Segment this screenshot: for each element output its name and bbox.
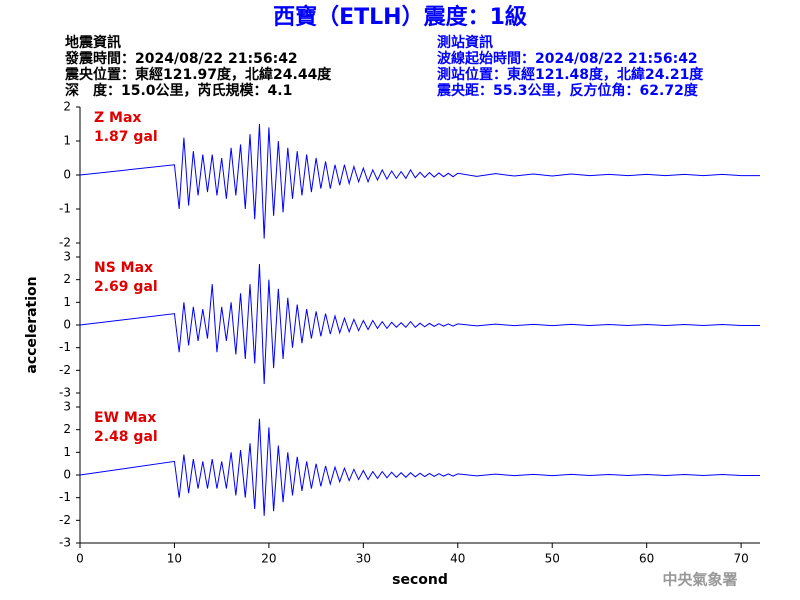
info-line: 震央位置：東經121.97度，北緯24.44度 bbox=[64, 66, 332, 83]
panel-label: NS Max bbox=[94, 260, 153, 276]
y-tick-label: 0 bbox=[63, 168, 71, 182]
panel-label: Z Max bbox=[94, 110, 141, 126]
max-label: 1.87 gal bbox=[94, 129, 158, 145]
info-line: 測站資訊 bbox=[437, 34, 493, 51]
x-tick-label: 40 bbox=[450, 552, 465, 566]
waveform bbox=[79, 418, 742, 516]
y-tick-label: 1 bbox=[63, 445, 71, 459]
x-axis-label: second bbox=[392, 572, 448, 588]
y-tick-label: 1 bbox=[63, 295, 71, 309]
info-line: 地震資訊 bbox=[65, 34, 121, 51]
y-tick-label: -3 bbox=[59, 386, 71, 400]
y-tick-label: 2 bbox=[63, 422, 71, 436]
info-line: 發震時間：2024/08/22 21:56:42 bbox=[64, 50, 298, 67]
y-tick-label: -3 bbox=[59, 536, 71, 550]
y-tick-label: 3 bbox=[63, 250, 71, 264]
info-line: 測站位置：東經121.48度，北緯24.21度 bbox=[437, 66, 704, 83]
info-line: 深 度：15.0公里，芮氏規模：4.1 bbox=[65, 82, 292, 99]
x-tick-label: 70 bbox=[733, 552, 748, 566]
x-tick-label: 10 bbox=[167, 552, 182, 566]
y-tick-label: 2 bbox=[63, 100, 71, 114]
waveform bbox=[79, 264, 742, 384]
chart-title: 西寶（ETLH）震度：1級 bbox=[273, 4, 527, 30]
footer: 中央氣象署 bbox=[662, 571, 737, 589]
y-axis-label: acceleration bbox=[24, 276, 40, 373]
y-tick-label: -1 bbox=[59, 490, 71, 504]
y-tick-label: 2 bbox=[63, 272, 71, 286]
y-tick-label: 0 bbox=[63, 468, 71, 482]
y-tick-label: -2 bbox=[59, 363, 71, 377]
max-label: 2.69 gal bbox=[94, 279, 158, 295]
y-tick-label: -1 bbox=[59, 202, 71, 216]
x-tick-label: 20 bbox=[261, 552, 276, 566]
panel-label: EW Max bbox=[94, 410, 156, 426]
y-tick-label: -2 bbox=[59, 236, 71, 250]
x-tick-label: 60 bbox=[639, 552, 654, 566]
max-label: 2.48 gal bbox=[94, 429, 158, 445]
x-tick-label: 50 bbox=[545, 552, 560, 566]
x-tick-label: 0 bbox=[76, 552, 84, 566]
y-tick-label: 3 bbox=[63, 400, 71, 414]
waveform bbox=[79, 123, 742, 239]
y-tick-label: 1 bbox=[63, 134, 71, 148]
y-tick-label: 0 bbox=[63, 318, 71, 332]
info-line: 波線起始時間：2024/08/22 21:56:42 bbox=[437, 50, 698, 67]
x-tick-label: 30 bbox=[356, 552, 371, 566]
y-tick-label: -1 bbox=[59, 340, 71, 354]
y-tick-label: -2 bbox=[59, 513, 71, 527]
info-line: 震央距：55.3公里，反方位角：62.72度 bbox=[436, 82, 699, 99]
